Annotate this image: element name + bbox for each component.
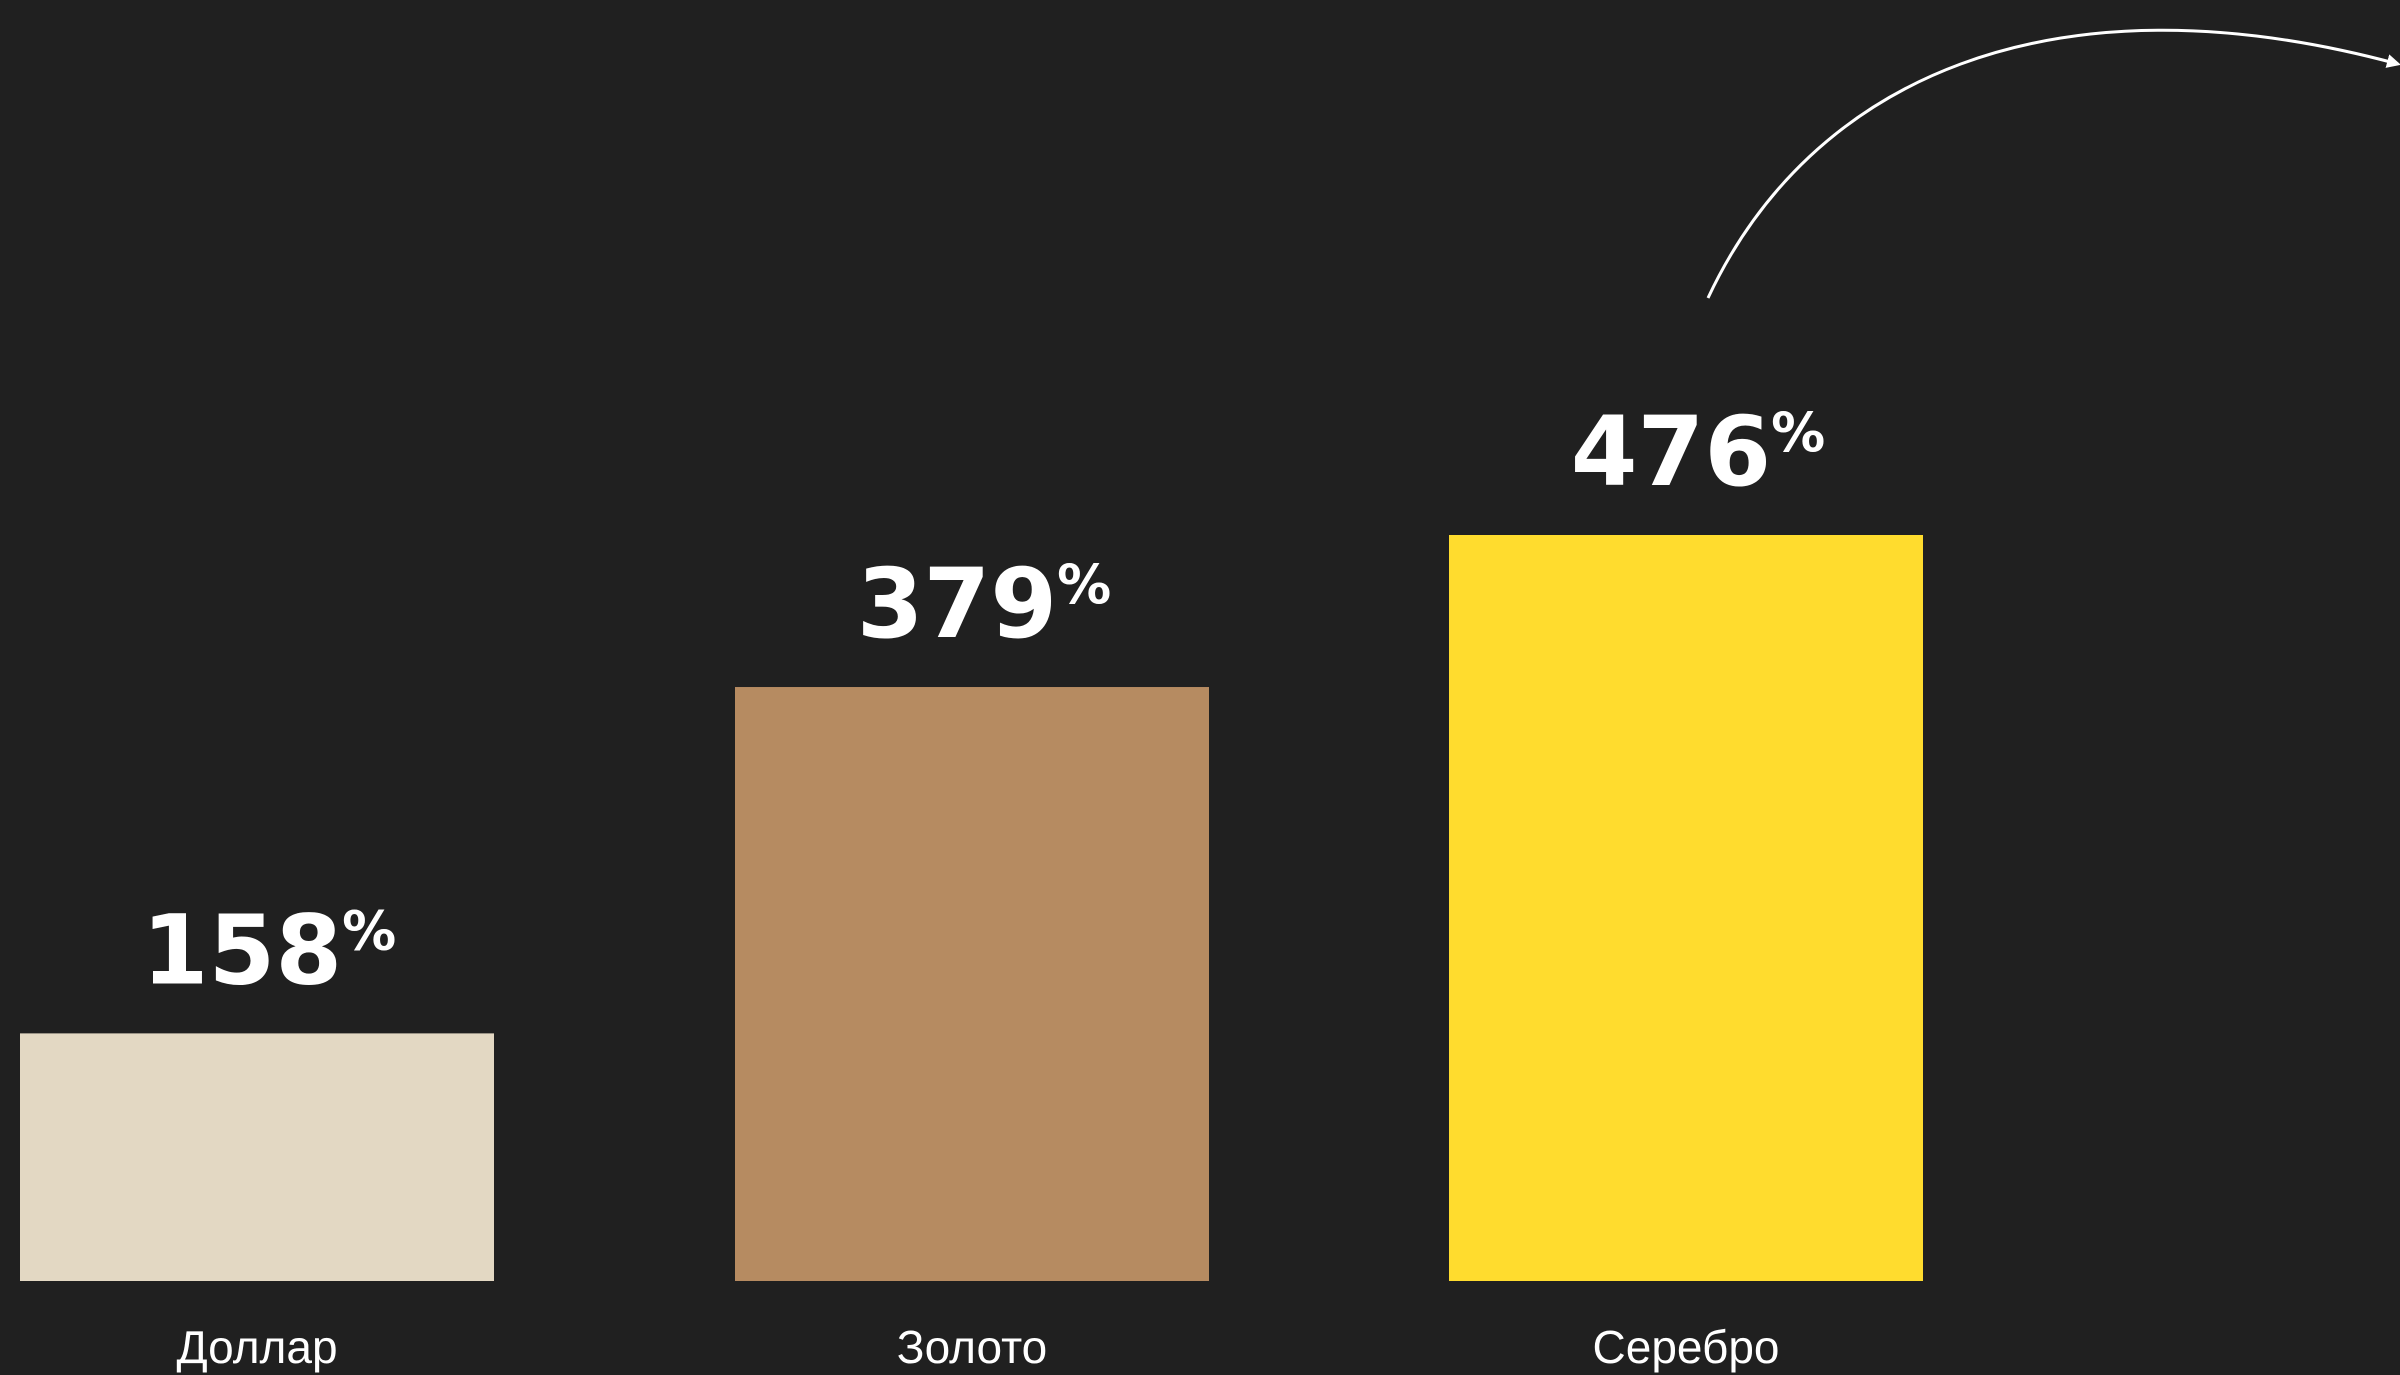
- curved-arrow-annotation: [1706, 28, 2400, 299]
- labels-layer: 158% Доллар 379% Золото 476% Серебро: [142, 396, 1826, 1373]
- value-suffix: %: [1771, 401, 1825, 464]
- bar-1: [20, 1033, 494, 1281]
- value-number: 379: [857, 548, 1057, 660]
- bar-2: [735, 687, 1209, 1281]
- value-label-2: 379%: [857, 548, 1112, 660]
- value-suffix: %: [1057, 553, 1111, 616]
- category-label-1: Доллар: [176, 1321, 337, 1373]
- value-number: 476: [1571, 396, 1771, 508]
- value-suffix: %: [342, 899, 396, 962]
- value-label-1: 158%: [142, 894, 397, 1006]
- bar-3: [1449, 535, 1923, 1281]
- value-number: 158: [142, 894, 342, 1006]
- category-label-3: Серебро: [1593, 1321, 1780, 1373]
- bars-layer: [20, 535, 1923, 1281]
- category-label-2: Золото: [897, 1321, 1047, 1373]
- value-label-3: 476%: [1571, 396, 1826, 508]
